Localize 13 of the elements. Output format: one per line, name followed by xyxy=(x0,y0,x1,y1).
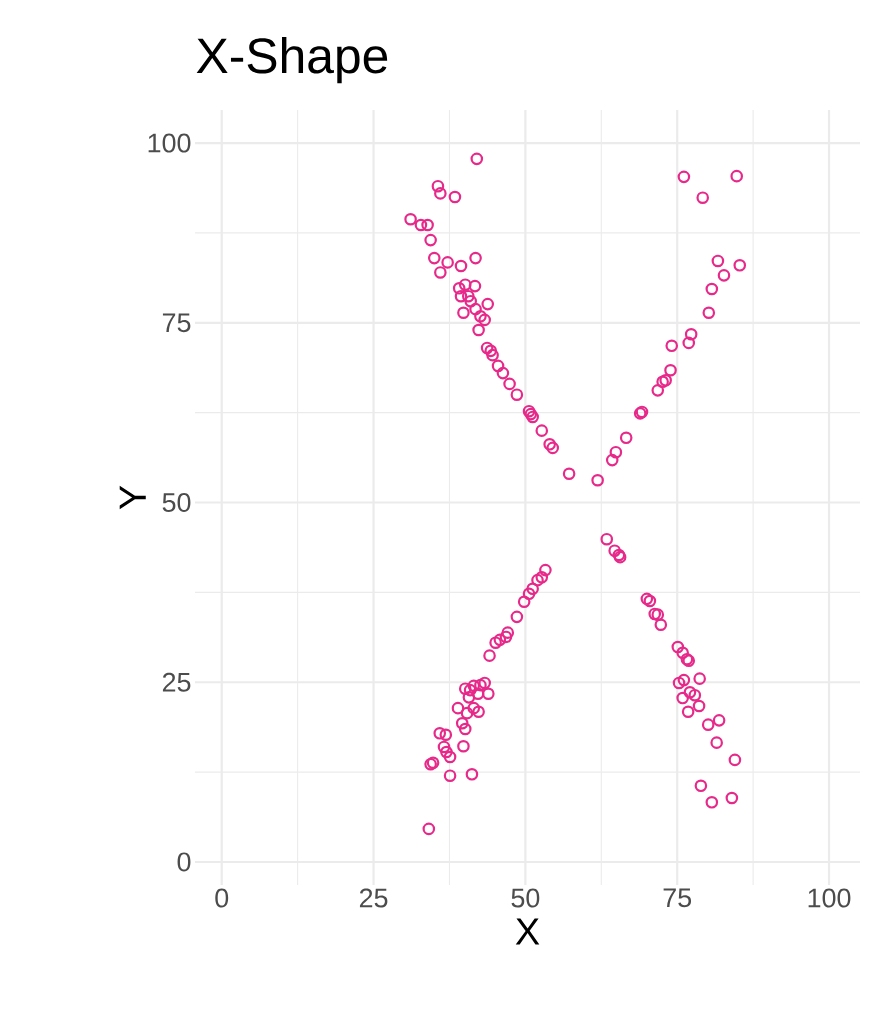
x-tick-label: 50 xyxy=(511,888,540,908)
y-tick-label: 50 xyxy=(162,493,191,513)
x-tick-label: 0 xyxy=(215,888,229,908)
y-axis-title: Y xyxy=(119,485,146,510)
x-axis-title: X xyxy=(515,918,540,945)
y-tick-label: 0 xyxy=(177,852,191,872)
y-tick-label: 25 xyxy=(162,672,191,692)
x-tick-label: 75 xyxy=(663,888,692,908)
x-tick-label: 25 xyxy=(359,888,388,908)
x-tick-label: 100 xyxy=(808,888,851,908)
y-tick-label: 75 xyxy=(162,313,191,333)
y-tick-label: 100 xyxy=(148,133,191,153)
chart-title: X-Shape xyxy=(196,36,388,84)
